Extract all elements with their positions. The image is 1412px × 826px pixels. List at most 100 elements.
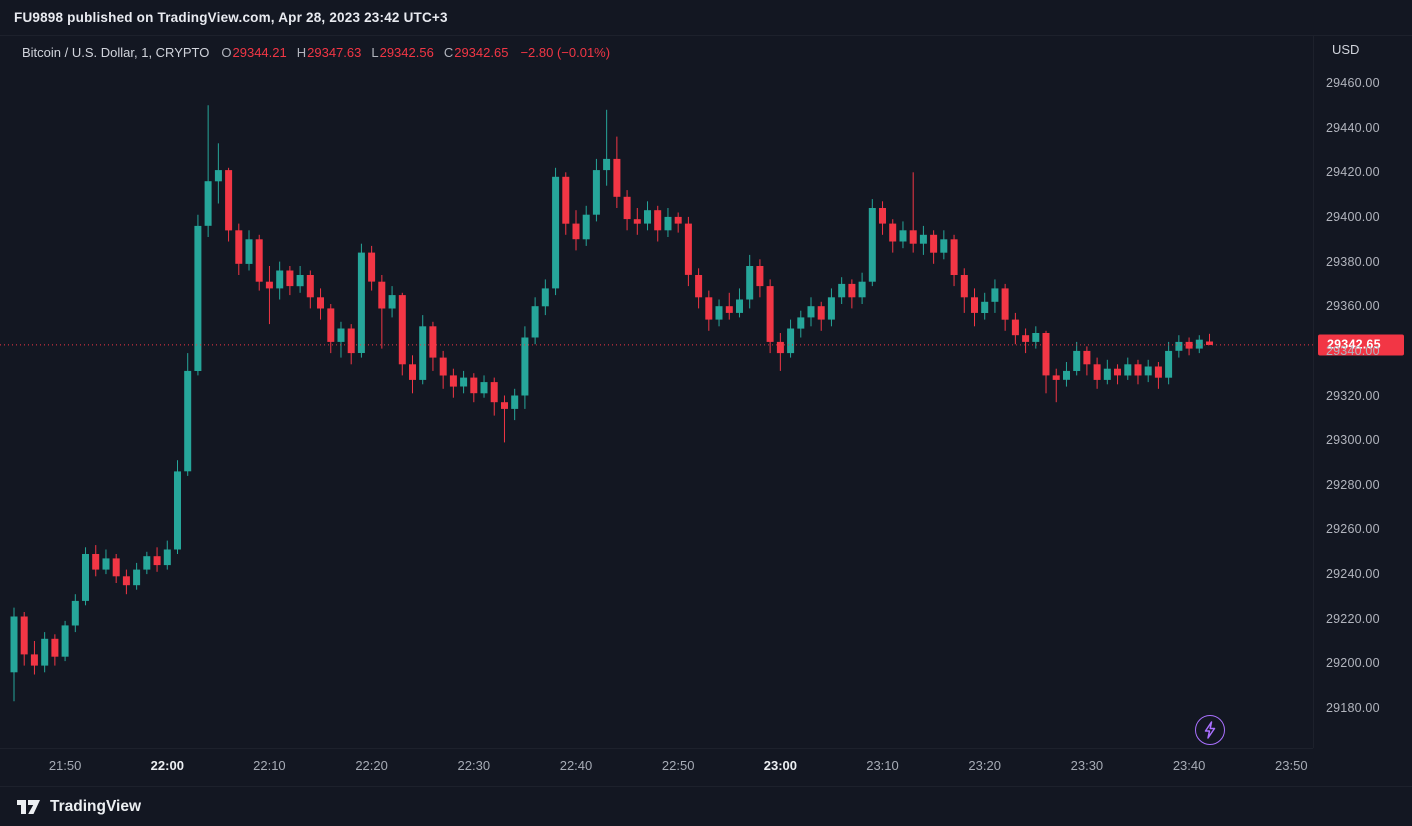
candle [470, 373, 478, 403]
time-tick-label: 23:30 [1070, 758, 1104, 773]
candle [623, 190, 631, 231]
candle [82, 547, 89, 606]
candle [695, 268, 703, 309]
candle [879, 201, 886, 235]
candle [521, 326, 529, 409]
candle [1052, 368, 1060, 403]
candle [143, 551, 151, 575]
time-tick-label: 22:40 [559, 758, 593, 773]
time-tick-label: 22:00 [150, 758, 184, 773]
candle [654, 205, 662, 242]
candle [153, 547, 161, 572]
tradingview-wordmark[interactable]: TradingView [50, 797, 142, 815]
candle [858, 272, 866, 304]
price-tick-label: 29440.00 [1326, 120, 1380, 135]
candle [1073, 341, 1081, 376]
symbol-title[interactable]: Bitcoin / U.S. Dollar, 1, CRYPTO [22, 45, 210, 60]
candle [868, 199, 876, 287]
candle [51, 634, 59, 666]
candle [1011, 312, 1019, 345]
ohlc-values: O29344.21 H29347.63 L29342.56 C29342.65 [221, 45, 508, 60]
time-tick-label: 23:50 [1275, 758, 1308, 773]
candle [582, 205, 590, 246]
candle [797, 310, 805, 338]
candle [736, 288, 743, 318]
candle [296, 266, 304, 293]
candle [429, 321, 437, 371]
candle [398, 292, 406, 376]
candle [1063, 362, 1070, 387]
candle [1083, 346, 1091, 376]
candle [306, 270, 314, 309]
candle [347, 324, 355, 365]
price-tick-label: 29280.00 [1326, 477, 1380, 492]
time-tick-label: 22:30 [457, 758, 491, 773]
candle [1022, 328, 1030, 354]
time-tick-label: 23:20 [968, 758, 1001, 773]
candle [245, 230, 253, 271]
candle [715, 299, 723, 327]
candle [1114, 364, 1121, 385]
candle [1001, 283, 1009, 331]
price-tick-label: 29320.00 [1326, 388, 1380, 403]
candle [705, 290, 713, 331]
price-tick-label: 29400.00 [1326, 209, 1380, 224]
candle [766, 279, 774, 354]
ohlc-item: H29347.63 [296, 45, 362, 60]
candle [490, 377, 498, 416]
candle [960, 268, 968, 313]
price-tick-label: 29180.00 [1326, 701, 1380, 715]
candle [10, 607, 18, 702]
lightning-bolt-icon [1204, 721, 1216, 739]
chart-legend[interactable]: Bitcoin / U.S. Dollar, 1, CRYPTO O29344.… [22, 45, 610, 60]
candle [909, 172, 917, 253]
time-tick-label: 23:10 [866, 758, 899, 773]
candle [174, 460, 181, 554]
tradingview-logo-icon[interactable] [16, 797, 42, 817]
price-axis[interactable]: USD 29342.65 29460.00 29440.00 29420.00 294… [1313, 36, 1412, 748]
time-tick-label: 22:50 [661, 758, 695, 773]
price-tick-label: 29420.00 [1326, 165, 1380, 180]
candle [1093, 357, 1101, 389]
candle [337, 321, 345, 358]
candle [1185, 337, 1193, 356]
candle [184, 353, 192, 476]
candle [1154, 362, 1162, 389]
candle [827, 288, 835, 327]
candle [357, 243, 365, 358]
price-tick-label: 29380.00 [1326, 254, 1380, 269]
candle [940, 230, 948, 260]
time-axis[interactable]: 21:50 22:00 22:10 22:20 22:30 22:40 22:50 23:00… [0, 748, 1313, 786]
candle [388, 286, 396, 318]
price-tick-label: 29360.00 [1326, 299, 1380, 314]
candle [756, 259, 764, 298]
price-tick-label: 29460.00 [1326, 76, 1380, 90]
time-tick-label: 22:20 [355, 758, 388, 773]
ohlc-item: L29342.56 [371, 45, 434, 60]
time-tick-label: 22:10 [253, 758, 286, 773]
candle [725, 292, 733, 320]
candle [327, 304, 335, 354]
candle [746, 254, 754, 309]
published-text: FU9898 published on TradingView.com, Apr… [14, 10, 448, 25]
candle [41, 632, 49, 673]
candle [112, 554, 120, 583]
candle [276, 261, 284, 300]
candle [194, 214, 202, 376]
candle [92, 545, 100, 577]
candle [838, 277, 846, 304]
candlestick-canvas[interactable] [0, 36, 1313, 748]
candle [317, 288, 324, 320]
candle [603, 109, 611, 186]
candle [1134, 359, 1142, 385]
ohlc-item: C29342.65 [443, 45, 509, 60]
candle [981, 292, 989, 320]
candle [20, 612, 28, 666]
lightning-button[interactable] [1195, 715, 1225, 745]
candle [1165, 341, 1173, 385]
price-tick-label: 29200.00 [1326, 656, 1380, 671]
candle [684, 216, 692, 287]
candle [552, 167, 560, 296]
candle [1195, 335, 1203, 354]
candle [848, 279, 856, 309]
